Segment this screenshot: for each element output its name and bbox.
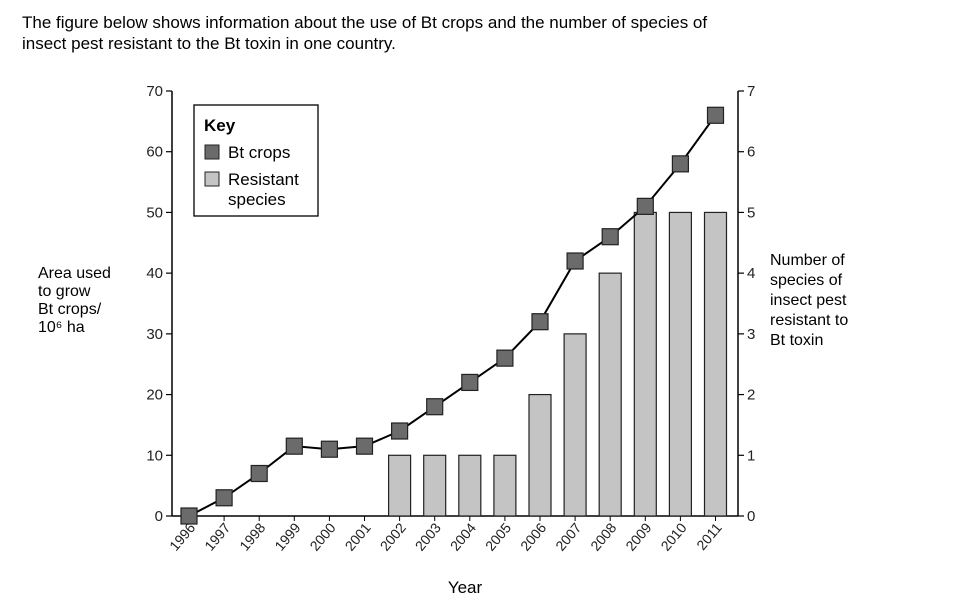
x-tick-label: 1997	[201, 519, 233, 553]
legend-swatch-resistant-species	[204, 171, 220, 187]
x-tick-label: 2002	[377, 519, 409, 553]
bt-crops-point	[426, 398, 444, 416]
x-tick-label: 2003	[412, 519, 444, 553]
bar-resistant-species	[423, 454, 447, 517]
bar-resistant-species	[703, 211, 728, 517]
bar-resistant-species	[563, 333, 587, 517]
question-line-1: The figure below shows information about…	[22, 13, 708, 32]
question-text: The figure below shows information about…	[22, 12, 922, 54]
bar-resistant-species	[388, 454, 412, 517]
x-tick-label: 2005	[482, 519, 514, 553]
bar-resistant-species	[633, 211, 657, 517]
left-axis-label-line: Area used	[38, 265, 111, 282]
bt-crops-point	[531, 313, 549, 331]
right-axis-label-line: resistant to	[770, 312, 849, 329]
bt-crops-point	[601, 228, 619, 246]
right-tick-label: 0	[747, 508, 755, 525]
bt-crops-point	[461, 373, 479, 392]
x-tick-label: 2008	[587, 519, 619, 553]
question-line-2: insect pest resistant to the Bt toxin in…	[22, 34, 396, 53]
right-tick-label: 7	[747, 83, 755, 100]
right-axis-label-line: species of	[770, 272, 843, 289]
bar-resistant-species	[528, 393, 552, 517]
bar-resistant-species	[668, 211, 693, 517]
left-tick-label: 50	[146, 204, 163, 221]
bt-crops-point	[355, 437, 374, 455]
right-axis-label-line: Number of	[770, 252, 845, 269]
right-tick-label: 6	[747, 144, 755, 161]
left-tick-label: 60	[146, 144, 163, 161]
x-tick-label: 2006	[517, 519, 549, 553]
bar-resistant-species	[598, 272, 622, 517]
x-tick-label: 2011	[693, 519, 725, 553]
x-tick-label: 1998	[236, 519, 268, 553]
x-tick-label: 2001	[342, 519, 374, 553]
legend-title: Key	[204, 116, 236, 135]
right-tick-label: 1	[747, 447, 755, 464]
right-tick-label: 3	[747, 326, 755, 343]
right-tick-label: 2	[747, 387, 755, 404]
bar-resistant-species	[458, 454, 482, 517]
x-tick-label: 2010	[657, 519, 689, 553]
x-tick-label: 2004	[447, 519, 479, 553]
left-tick-label: 20	[146, 387, 163, 404]
bt-crops-point	[706, 106, 725, 124]
right-axis-label-line: insect pest	[770, 292, 847, 309]
legend-box	[193, 104, 319, 217]
x-tick-label: 2007	[552, 519, 584, 553]
x-tick-label: 2000	[306, 519, 338, 553]
bt-crops-line	[188, 114, 717, 517]
left-axis-label: Area used to grow Bt crops/ 10⁶ ha	[38, 265, 111, 337]
bt-crops-point	[250, 464, 268, 483]
left-tick-label: 0	[155, 508, 163, 525]
x-tick-label: 1999	[271, 519, 303, 553]
right-tick-label: 5	[747, 204, 755, 221]
legend-label-resistant-species: Resistant species	[228, 170, 299, 209]
left-tick-label: 10	[146, 447, 163, 464]
left-axis-label-line: to grow	[38, 283, 91, 300]
left-tick-label: 40	[146, 265, 163, 282]
bt-crops-point	[285, 437, 303, 455]
x-axis-label: Year	[448, 578, 483, 597]
x-tick-label: 2009	[622, 519, 654, 553]
right-tick-label: 4	[747, 265, 755, 282]
legend-label-bt-crops: Bt crops	[228, 143, 290, 162]
left-tick-label: 70	[146, 83, 163, 100]
left-axis-label-line: Bt crops/	[38, 301, 102, 318]
bt-crops-point	[391, 422, 409, 440]
bar-resistant-species	[493, 454, 517, 517]
right-axis-label-line: Bt toxin	[770, 332, 824, 349]
legend-swatch-bt-crops	[204, 144, 220, 160]
bt-crops-point	[180, 507, 198, 525]
bt-crops-point	[496, 349, 514, 367]
bt-crops-point	[671, 155, 690, 173]
bt-crops-point	[636, 197, 654, 215]
x-tick-label: 1996	[166, 519, 198, 553]
bt-crops-point	[215, 489, 233, 507]
bt-crops-point	[566, 252, 584, 270]
bt-crops-point	[320, 440, 338, 458]
left-tick-label: 30	[146, 326, 163, 343]
right-axis-label: Number of species of insect pest resista…	[770, 251, 848, 351]
left-axis-label-line: 10⁶ ha	[38, 319, 85, 336]
